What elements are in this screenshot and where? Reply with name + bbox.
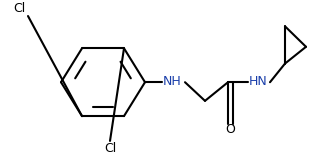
Text: NH: NH — [163, 75, 182, 88]
Text: Cl: Cl — [14, 2, 26, 15]
Text: HN: HN — [249, 75, 268, 88]
Text: Cl: Cl — [104, 142, 116, 155]
Text: O: O — [225, 123, 235, 136]
